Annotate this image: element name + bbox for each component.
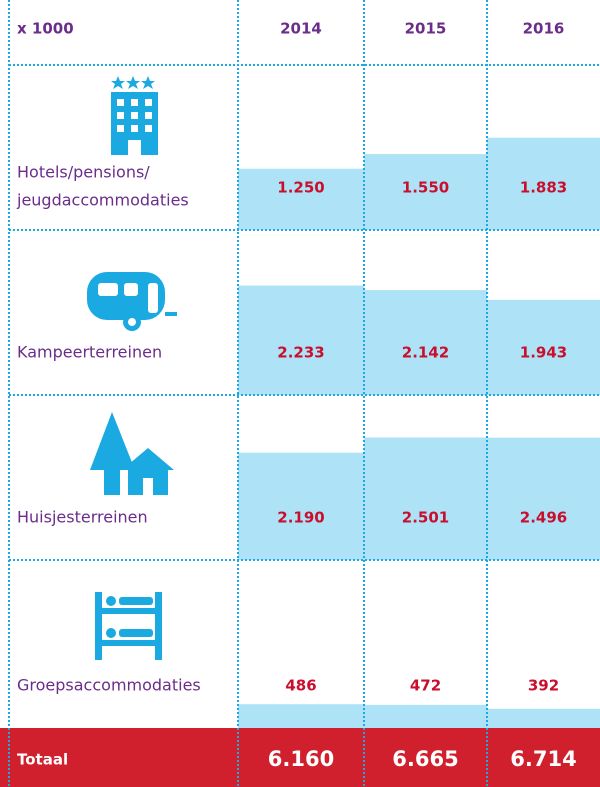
row-label: Huisjesterreinen <box>17 508 148 527</box>
total-label: Totaal <box>17 751 68 769</box>
value-label: 486 <box>285 677 316 695</box>
bar <box>364 704 487 728</box>
total-value: 6.714 <box>510 747 576 771</box>
total-value: 6.665 <box>392 747 458 771</box>
value-label: 2.190 <box>277 509 324 527</box>
value-label: 1.250 <box>277 179 324 197</box>
value-label: 2.501 <box>402 509 449 527</box>
value-label: 2.496 <box>520 509 567 527</box>
bar <box>238 452 364 560</box>
bar <box>238 168 364 230</box>
bar <box>364 290 487 395</box>
value-label: 1.550 <box>402 179 449 197</box>
bar <box>487 137 600 230</box>
value-label: 1.883 <box>520 179 567 197</box>
total-value: 6.160 <box>268 747 334 771</box>
year-header: 2016 <box>523 20 565 38</box>
row-label: Groepsaccommodaties <box>17 676 201 695</box>
total-row <box>0 728 600 787</box>
unit-label: x 1000 <box>17 20 74 38</box>
tree-house-icon <box>90 412 174 495</box>
bar <box>487 708 600 728</box>
bar <box>364 437 487 560</box>
bar <box>238 704 364 728</box>
bar <box>238 285 364 395</box>
row-label: Kampeerterreinen <box>17 343 162 362</box>
value-label: 2.233 <box>277 344 324 362</box>
value-label: 2.142 <box>402 344 449 362</box>
caravan-icon <box>87 272 177 331</box>
hotel-icon <box>111 76 158 155</box>
value-label: 392 <box>528 677 559 695</box>
bar <box>487 437 600 560</box>
year-header: 2015 <box>405 20 447 38</box>
row-label: jeugdaccommodaties <box>16 191 189 210</box>
row-label: Hotels/pensions/ <box>17 163 150 182</box>
bar <box>487 299 600 395</box>
bar <box>364 154 487 230</box>
value-label: 472 <box>410 677 441 695</box>
year-header: 2014 <box>280 20 322 38</box>
value-label: 1.943 <box>520 344 567 362</box>
bunkbed-icon <box>95 592 162 660</box>
